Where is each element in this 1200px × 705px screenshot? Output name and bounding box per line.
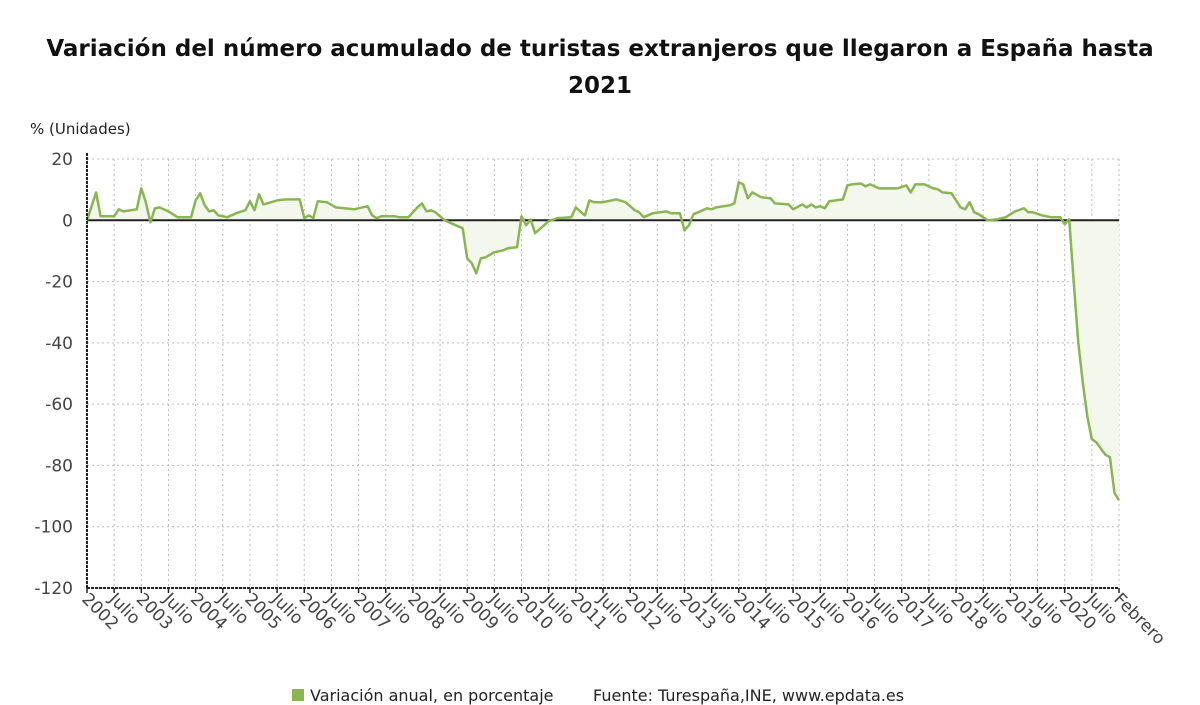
y-axis-label: % (Unidades) xyxy=(30,120,131,138)
x-tick-label: Febrero xyxy=(1109,589,1169,649)
legend-label: Variación anual, en porcentaje xyxy=(310,686,554,705)
chart-title-line-1: Variación del número acumulado de turist… xyxy=(46,36,1153,62)
y-tick-label: -40 xyxy=(45,334,73,354)
source-note: Fuente: Turespaña,INE, www.epdata.es xyxy=(593,686,904,705)
chart-title-line-2: 2021 xyxy=(568,73,632,99)
legend-swatch xyxy=(292,689,304,701)
y-tick-label: -120 xyxy=(34,579,73,599)
y-tick-label: -80 xyxy=(45,456,73,476)
y-tick-label: -20 xyxy=(45,273,73,293)
y-tick-label: -100 xyxy=(34,518,73,538)
series-line xyxy=(85,181,1121,501)
axes xyxy=(86,153,1120,593)
y-tick-label: 20 xyxy=(51,150,73,170)
y-tick-label: 0 xyxy=(62,211,73,231)
series-area-fill xyxy=(87,182,1119,501)
y-tick-label: -60 xyxy=(45,395,73,415)
x-tick-labels: 2002Julio2003Julio2004Julio2005Julio2006… xyxy=(77,589,1169,649)
y-tick-labels: 20 0 -20 -40 -60 -80 -100 -120 xyxy=(34,150,73,599)
grid xyxy=(86,158,1120,589)
